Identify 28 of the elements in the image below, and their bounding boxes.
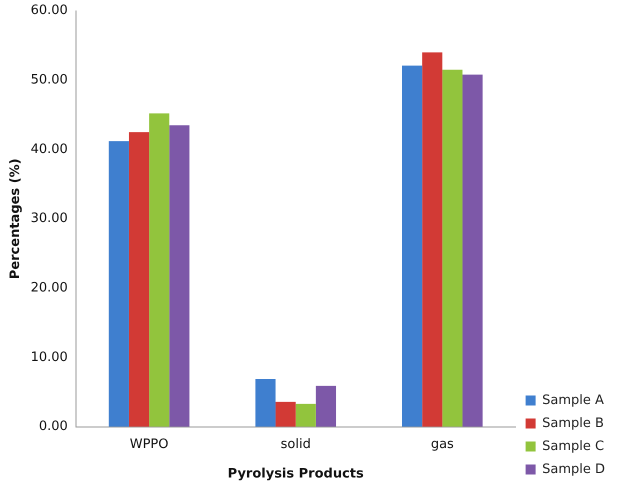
x-axis-title: Pyrolysis Products [228, 466, 364, 482]
bar [169, 125, 190, 427]
legend-label: Sample D [542, 462, 606, 477]
bar [108, 141, 129, 427]
x-tick-label: WPPO [130, 436, 168, 452]
y-tick-label: 50.00 [30, 72, 68, 88]
y-tick-label: 10.00 [30, 350, 68, 365]
bar [149, 113, 170, 427]
bar [255, 378, 276, 427]
y-tick-label: 20.00 [30, 280, 68, 296]
y-tick-label: 40.00 [30, 142, 68, 157]
y-tick-label: 60.00 [30, 3, 68, 18]
bar [296, 404, 316, 427]
bar [422, 52, 442, 427]
bar [462, 74, 483, 427]
x-tick-label: gas [430, 436, 454, 452]
legend-label: Sample A [542, 392, 604, 408]
bar [316, 386, 336, 427]
y-tick-label: 30.00 [30, 211, 68, 226]
y-tick-label: 0.00 [38, 419, 68, 434]
legend-label: Sample C [542, 438, 604, 454]
bar [442, 70, 462, 427]
legend-label: Sample B [542, 416, 604, 431]
x-tick-label: solid [280, 436, 311, 452]
bar [128, 132, 150, 427]
bar [276, 402, 296, 427]
bar [402, 66, 422, 427]
y-axis-title: Percentages (%) [8, 158, 24, 280]
